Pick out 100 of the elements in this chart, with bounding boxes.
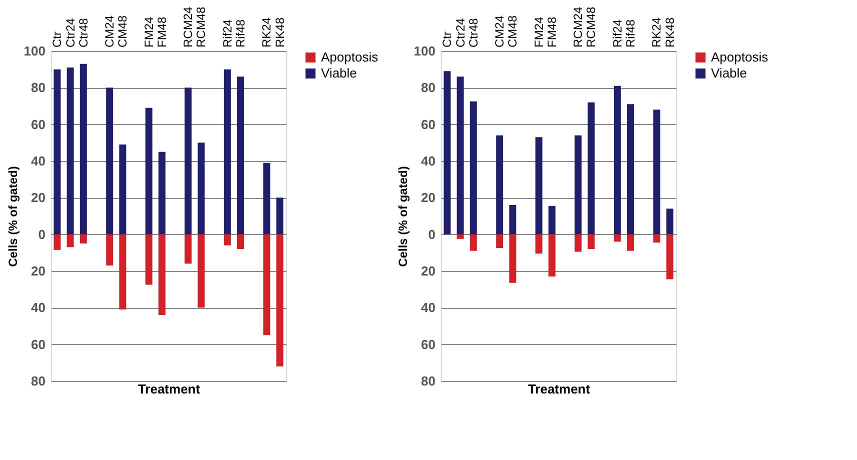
x-tick-label: FM24 [532, 16, 546, 48]
bar [588, 234, 595, 249]
bar [653, 110, 660, 234]
y-tick-label: 0 [428, 226, 436, 242]
bar [653, 234, 660, 243]
bar [237, 76, 244, 234]
y-tick-label: 40 [421, 300, 436, 316]
y-tick-label: 100 [414, 44, 436, 58]
x-tick-label: Rif24 [610, 19, 624, 48]
bar [470, 234, 477, 251]
y-tick-label: 60 [31, 116, 46, 132]
y-tick-label: 40 [31, 154, 46, 168]
x-tick-label: RCM48 [584, 6, 598, 48]
y-tick-label: 60 [421, 336, 436, 352]
bar [548, 234, 556, 276]
x-tick-label: CM24 [492, 15, 507, 48]
legend-label: Apoptosis [321, 50, 379, 64]
y-tick-label: 80 [31, 374, 46, 388]
y-tick-label: 80 [31, 80, 46, 96]
x-tick-label: RK48 [662, 17, 677, 48]
bar [54, 234, 61, 250]
x-tick-label: Ctr24 [63, 18, 78, 48]
bar [509, 205, 516, 234]
bar [276, 234, 284, 366]
y-tick-label: 80 [421, 80, 436, 96]
bar [588, 102, 595, 234]
bar [158, 152, 166, 234]
x-tick-label: Rif24 [220, 19, 234, 48]
bar [184, 88, 192, 234]
bar [54, 69, 61, 234]
x-tick-label: Rif48 [624, 19, 638, 48]
x-tick-label: CM24 [102, 15, 117, 48]
bar [106, 88, 114, 234]
bar [263, 234, 270, 336]
bar [80, 64, 87, 234]
y-tick-label: 100 [24, 44, 46, 58]
bar [198, 142, 205, 234]
x-tick-label: Ctr [440, 32, 454, 48]
bar [627, 234, 634, 251]
x-tick-label: FM48 [154, 16, 169, 48]
bar [470, 101, 477, 234]
y-tick-label: 0 [38, 226, 46, 242]
bar [574, 135, 582, 234]
bar [535, 234, 542, 254]
y-tick-label: 20 [421, 190, 436, 206]
bar [627, 104, 634, 234]
x-tick-label: Ctr48 [76, 18, 90, 48]
bar [66, 234, 74, 248]
bar [456, 234, 464, 239]
y-tick-label: 60 [421, 116, 436, 132]
bar [80, 234, 87, 244]
y-tick-label: 80 [421, 374, 436, 388]
y-axis-title: Cells (% of gated) [6, 166, 20, 267]
x-tick-label: RCM24 [571, 6, 586, 48]
x-tick-label: RK48 [272, 17, 287, 48]
bar [184, 234, 192, 264]
y-tick-label: 20 [421, 264, 436, 278]
bar [666, 208, 674, 234]
bar [145, 234, 152, 285]
x-tick-label: FM24 [142, 16, 156, 48]
bar [224, 69, 231, 234]
x-tick-label: Rif48 [234, 19, 248, 48]
y-axis-title: Cells (% of gated) [396, 166, 410, 267]
bar [119, 234, 126, 310]
bar [276, 198, 284, 234]
y-tick-label: 60 [31, 336, 46, 352]
y-tick-label: 20 [31, 190, 46, 206]
bar [263, 162, 270, 234]
y-tick-label: 40 [421, 154, 436, 168]
bar [574, 234, 582, 252]
y-tick-label: 40 [31, 300, 46, 316]
x-tick-label: RCM24 [181, 6, 196, 48]
x-axis-title: Treatment [528, 382, 591, 396]
x-tick-label: FM48 [544, 16, 559, 48]
x-tick-label: RCM48 [194, 6, 208, 48]
bar [496, 234, 504, 248]
bar [198, 234, 205, 308]
x-tick-label: RK24 [650, 17, 664, 48]
x-tick-label: RK24 [260, 17, 274, 48]
bar [224, 234, 231, 246]
bar [614, 86, 621, 234]
x-tick-label: Ctr48 [466, 18, 480, 48]
bar [666, 234, 674, 280]
bar [456, 76, 464, 234]
bar [614, 234, 621, 242]
bar [145, 108, 152, 234]
bar [66, 68, 74, 234]
y-tick-label: 20 [31, 264, 46, 278]
legend-label: Viable [711, 66, 747, 80]
x-tick-label: CM48 [116, 15, 130, 48]
bar [237, 234, 244, 249]
legend-label: Viable [321, 66, 357, 80]
bar [496, 135, 504, 234]
legend-label: Apoptosis [711, 50, 769, 64]
bar [119, 144, 126, 234]
x-tick-label: Ctr [50, 32, 64, 48]
bar [106, 234, 114, 266]
bar [158, 234, 166, 315]
x-axis-title: Treatment [138, 382, 201, 396]
x-tick-label: Ctr24 [453, 18, 468, 48]
